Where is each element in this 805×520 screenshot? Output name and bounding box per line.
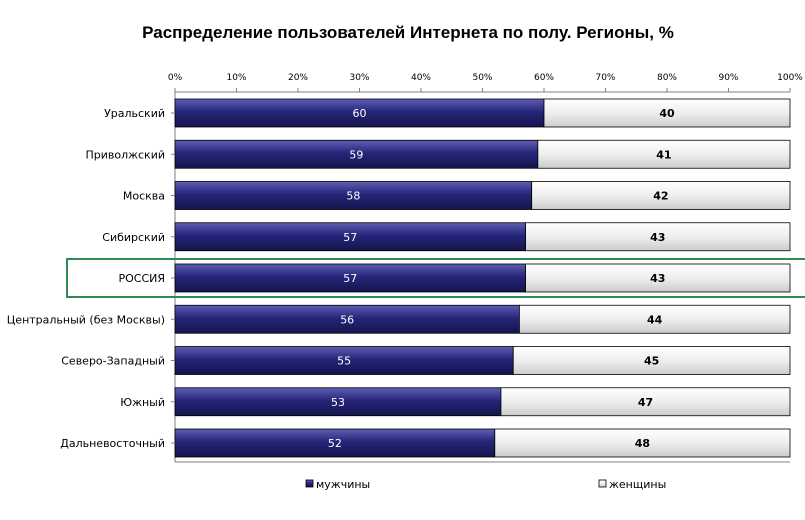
data-label-male: 52 [328, 437, 342, 450]
bar-female [531, 181, 791, 210]
data-label-female: 40 [659, 107, 675, 120]
x-tick-label: 0% [168, 73, 183, 83]
legend-label: мужчины [316, 478, 370, 491]
bar-male [174, 304, 520, 334]
category-label: Сибирский [102, 231, 165, 244]
bar-male [174, 98, 545, 128]
x-tick-label: 80% [657, 73, 677, 83]
bar-female [494, 428, 791, 458]
bar-female [537, 139, 791, 169]
bar-male [174, 263, 526, 293]
bar-male [174, 387, 502, 417]
data-label-female: 43 [650, 231, 665, 244]
legend-label: женщины [609, 478, 666, 491]
x-tick-label: 100% [777, 73, 803, 83]
bar-male [174, 181, 533, 210]
data-label-female: 45 [644, 355, 659, 368]
data-label-male: 58 [346, 190, 360, 203]
data-label-female: 41 [656, 148, 671, 161]
data-label-female: 48 [635, 437, 650, 450]
category-label: Северо-Западный [61, 355, 165, 368]
bar-male [174, 139, 539, 169]
category-label: Уральский [104, 107, 165, 120]
bar-female [543, 98, 791, 128]
x-tick-label: 10% [226, 73, 246, 83]
x-tick-label: 20% [288, 73, 308, 83]
bar-male [174, 346, 514, 375]
data-label-male: 59 [349, 148, 363, 161]
legend-swatch [305, 479, 314, 488]
bar-female [519, 304, 791, 334]
bar-female [525, 263, 791, 293]
x-tick-label: 90% [718, 73, 738, 83]
bar-female [500, 387, 791, 417]
category-labels: Уральский Приволжский Москва Сибирский РОССИ… [7, 107, 175, 450]
data-label-male: 55 [337, 355, 351, 368]
bar-female [512, 346, 791, 375]
data-label-female: 43 [650, 272, 665, 285]
data-label-male: 60 [353, 107, 367, 120]
legend-swatch [598, 479, 607, 488]
x-tick-label: 30% [349, 73, 369, 83]
data-label-male: 57 [343, 272, 357, 285]
data-label-male: 56 [340, 313, 354, 326]
x-tick-label: 40% [411, 73, 431, 83]
category-label: Дальневосточный [60, 437, 165, 450]
x-tick-label: 70% [595, 73, 615, 83]
category-label: Центральный (без Москвы) [7, 313, 165, 326]
data-label-female: 42 [653, 190, 668, 203]
category-label: Москва [123, 190, 165, 203]
chart-title: Распределение пользователей Интернета по… [142, 23, 674, 42]
bars-group: 60 40 59 41 58 42 57 43 57 43 56 44 55 45 53 47 52 48 [66, 98, 805, 458]
category-label: Южный [120, 396, 165, 409]
legend: мужчины женщины [305, 478, 666, 491]
bar-female [525, 222, 791, 252]
x-axis: 0% 10% 20% 30% 40% 50% 60% 70% 80% 90% 100% [168, 73, 803, 463]
data-label-female: 47 [638, 396, 653, 409]
highlight-frame [66, 258, 805, 298]
data-label-male: 53 [331, 396, 345, 409]
category-label: Приволжский [85, 148, 165, 161]
bar-male [174, 428, 496, 458]
x-tick-label: 50% [472, 73, 492, 83]
data-label-male: 57 [343, 231, 357, 244]
data-label-female: 44 [647, 313, 663, 326]
category-label: РОССИЯ [118, 272, 165, 285]
x-tick-label: 60% [534, 73, 554, 83]
